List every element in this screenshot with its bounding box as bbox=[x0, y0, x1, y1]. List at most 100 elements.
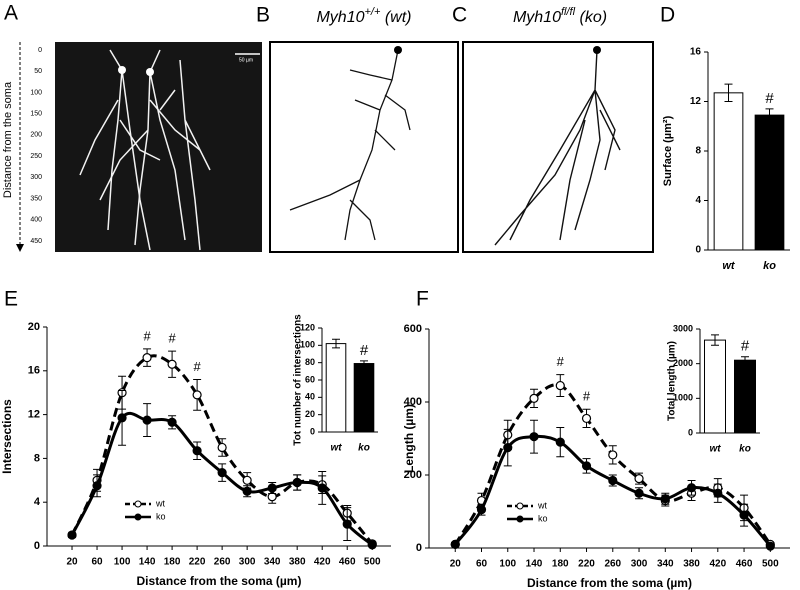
x-tick-label: 60 bbox=[476, 559, 488, 570]
error-bar bbox=[724, 83, 733, 102]
legend-label: ko bbox=[538, 513, 548, 523]
point bbox=[167, 417, 177, 427]
x-tick-label: 420 bbox=[709, 559, 726, 570]
legend-label: ko bbox=[156, 511, 166, 521]
bar bbox=[704, 339, 726, 434]
x-tick-label: 180 bbox=[552, 559, 569, 570]
tick-label: 450 bbox=[30, 238, 42, 245]
point bbox=[739, 510, 749, 520]
x-tick-label: 20 bbox=[66, 557, 78, 568]
tick-label: 250 bbox=[30, 153, 42, 160]
bar bbox=[734, 359, 756, 434]
annotation: # bbox=[765, 90, 774, 107]
x-tick-label: ko bbox=[358, 443, 370, 454]
annotation: # bbox=[360, 342, 369, 359]
x-tick-label: wt bbox=[722, 260, 736, 272]
point bbox=[555, 437, 565, 447]
point bbox=[342, 519, 352, 529]
x-tick-label: 460 bbox=[339, 557, 356, 568]
annotation: # bbox=[143, 328, 151, 343]
tick-label: 150 bbox=[30, 111, 42, 118]
y-tick-label: 60 bbox=[305, 374, 315, 384]
y-tick-label: 12 bbox=[28, 409, 40, 421]
y-tick-label: 600 bbox=[404, 323, 422, 335]
tick-label: 100 bbox=[30, 89, 42, 96]
legend-marker bbox=[516, 515, 524, 523]
y-axis-label: Intersections bbox=[0, 399, 14, 474]
point bbox=[242, 486, 252, 496]
bar bbox=[353, 363, 375, 433]
x-tick-label: 380 bbox=[289, 557, 306, 568]
x-tick-label: 380 bbox=[683, 559, 700, 570]
panel-title: Myh10fl/fl (ko) bbox=[513, 6, 607, 26]
y-tick-label: 120 bbox=[300, 322, 315, 332]
error-bar bbox=[741, 356, 749, 365]
point bbox=[529, 393, 539, 403]
x-tick-label: ko bbox=[763, 260, 776, 272]
point bbox=[267, 483, 277, 493]
panel-title: Myh10+/+ (wt) bbox=[316, 6, 411, 26]
y-tick-label: 2000 bbox=[673, 358, 693, 368]
x-tick-label: 220 bbox=[578, 559, 595, 570]
x-tick-label: 420 bbox=[314, 557, 331, 568]
point bbox=[660, 494, 670, 504]
x-tick-label: 20 bbox=[450, 559, 462, 570]
annotation: # bbox=[583, 389, 591, 404]
x-tick-label: 60 bbox=[91, 557, 103, 568]
point bbox=[634, 488, 644, 498]
scale-bar: 50 µm bbox=[239, 57, 253, 63]
x-tick-label: 100 bbox=[114, 557, 131, 568]
y-tick-label: 0 bbox=[34, 540, 40, 552]
point bbox=[713, 488, 723, 498]
y-tick-label: 200 bbox=[404, 469, 422, 481]
x-tick-label: 500 bbox=[762, 559, 779, 570]
y-tick-label: 80 bbox=[305, 357, 315, 367]
annotation: # bbox=[168, 331, 176, 346]
micrograph bbox=[55, 42, 262, 252]
point bbox=[242, 475, 252, 485]
x-tick-label: wt bbox=[709, 444, 721, 455]
y-tick-label: 12 bbox=[690, 96, 702, 107]
tick-label: 0 bbox=[38, 47, 42, 54]
panel-label: D bbox=[660, 4, 675, 27]
error-bar bbox=[332, 338, 340, 349]
neurons bbox=[79, 49, 211, 251]
y-tick-label: 0 bbox=[310, 426, 315, 436]
y-axis-label: Length (µm) bbox=[402, 404, 416, 473]
x-tick-label: 300 bbox=[631, 559, 648, 570]
x-tick-label: 340 bbox=[264, 557, 281, 568]
x-tick-label: 260 bbox=[214, 557, 231, 568]
x-tick-label: 140 bbox=[526, 559, 543, 570]
tick-label: 50 bbox=[34, 68, 42, 75]
annotation: # bbox=[741, 338, 750, 355]
bar bbox=[713, 92, 744, 251]
y-tick-label: 4 bbox=[695, 195, 701, 206]
axis-label: Distance from the soma bbox=[2, 81, 14, 198]
point bbox=[317, 483, 327, 493]
x-tick-label: 500 bbox=[364, 557, 381, 568]
annotation: # bbox=[557, 354, 565, 369]
legend-marker bbox=[516, 502, 524, 510]
point bbox=[142, 415, 152, 425]
point bbox=[217, 442, 227, 453]
x-tick-label: 300 bbox=[239, 557, 256, 568]
error-bar bbox=[360, 360, 368, 367]
point bbox=[117, 413, 127, 423]
y-tick-label: 16 bbox=[28, 365, 40, 377]
point bbox=[503, 443, 513, 453]
point bbox=[581, 413, 592, 424]
x-tick-label: ko bbox=[739, 444, 751, 455]
legend-marker bbox=[134, 500, 142, 508]
x-tick-label: 460 bbox=[736, 559, 753, 570]
legend-label: wt bbox=[155, 498, 165, 508]
annotation: # bbox=[193, 359, 201, 374]
y-axis-label: Total length (µm) bbox=[667, 341, 678, 421]
y-tick-label: 20 bbox=[305, 409, 315, 419]
bar bbox=[754, 114, 785, 251]
point bbox=[634, 474, 644, 484]
point bbox=[367, 540, 377, 550]
point bbox=[581, 461, 592, 471]
point bbox=[192, 446, 202, 456]
bar bbox=[325, 343, 347, 433]
y-tick-label: 0 bbox=[688, 427, 693, 437]
